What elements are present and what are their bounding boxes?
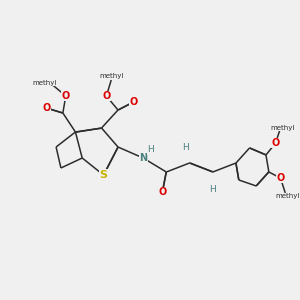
Text: H: H [182, 143, 189, 152]
Text: methyl: methyl [275, 193, 299, 199]
Text: H: H [209, 185, 216, 194]
Text: O: O [61, 91, 70, 101]
Text: methyl: methyl [32, 80, 57, 86]
Text: S: S [100, 170, 107, 180]
Text: N: N [139, 153, 147, 163]
Text: O: O [129, 97, 138, 107]
Text: O: O [158, 187, 166, 197]
Text: O: O [272, 138, 280, 148]
Text: O: O [276, 173, 285, 183]
Text: methyl: methyl [99, 73, 123, 79]
Text: O: O [42, 103, 50, 113]
Text: O: O [102, 91, 110, 101]
Text: methyl: methyl [270, 125, 295, 131]
Text: H: H [148, 146, 154, 154]
